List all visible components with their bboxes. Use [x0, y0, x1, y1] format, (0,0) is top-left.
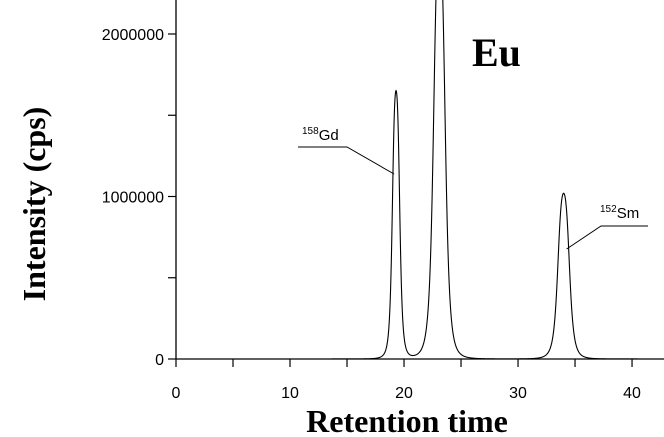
- gd-label-sup: 158: [302, 126, 319, 137]
- x-tick-label: 0: [172, 385, 181, 402]
- chart-title: Eu: [472, 30, 521, 75]
- sm-label-main: Sm: [617, 205, 640, 222]
- annotation-layer: 158Gd 152Sm: [298, 126, 648, 250]
- x-tick-label: 20: [395, 385, 413, 402]
- sm-leader-line: [566, 225, 648, 250]
- gd-label: 158Gd: [302, 126, 339, 144]
- gd-leader-line: [298, 146, 395, 175]
- y-axis-label: Intensity (cps): [16, 107, 52, 302]
- signal-line: [176, 0, 664, 360]
- signal-layer: [176, 0, 664, 360]
- x-tick-label: 30: [509, 385, 527, 402]
- axes: 0 1000000 2000000 0 10 20 30 40: [102, 0, 664, 402]
- sm-label-sup: 152: [600, 204, 617, 215]
- x-tick-label: 40: [623, 385, 641, 402]
- y-tick-label: 2000000: [102, 27, 164, 44]
- sm-label: 152Sm: [600, 204, 639, 222]
- y-tick-label: 1000000: [102, 190, 164, 207]
- x-tick-label: 10: [281, 385, 299, 402]
- x-axis-label: Retention time: [306, 403, 508, 437]
- y-tick-label: 0: [155, 352, 164, 369]
- gd-label-main: Gd: [319, 127, 339, 144]
